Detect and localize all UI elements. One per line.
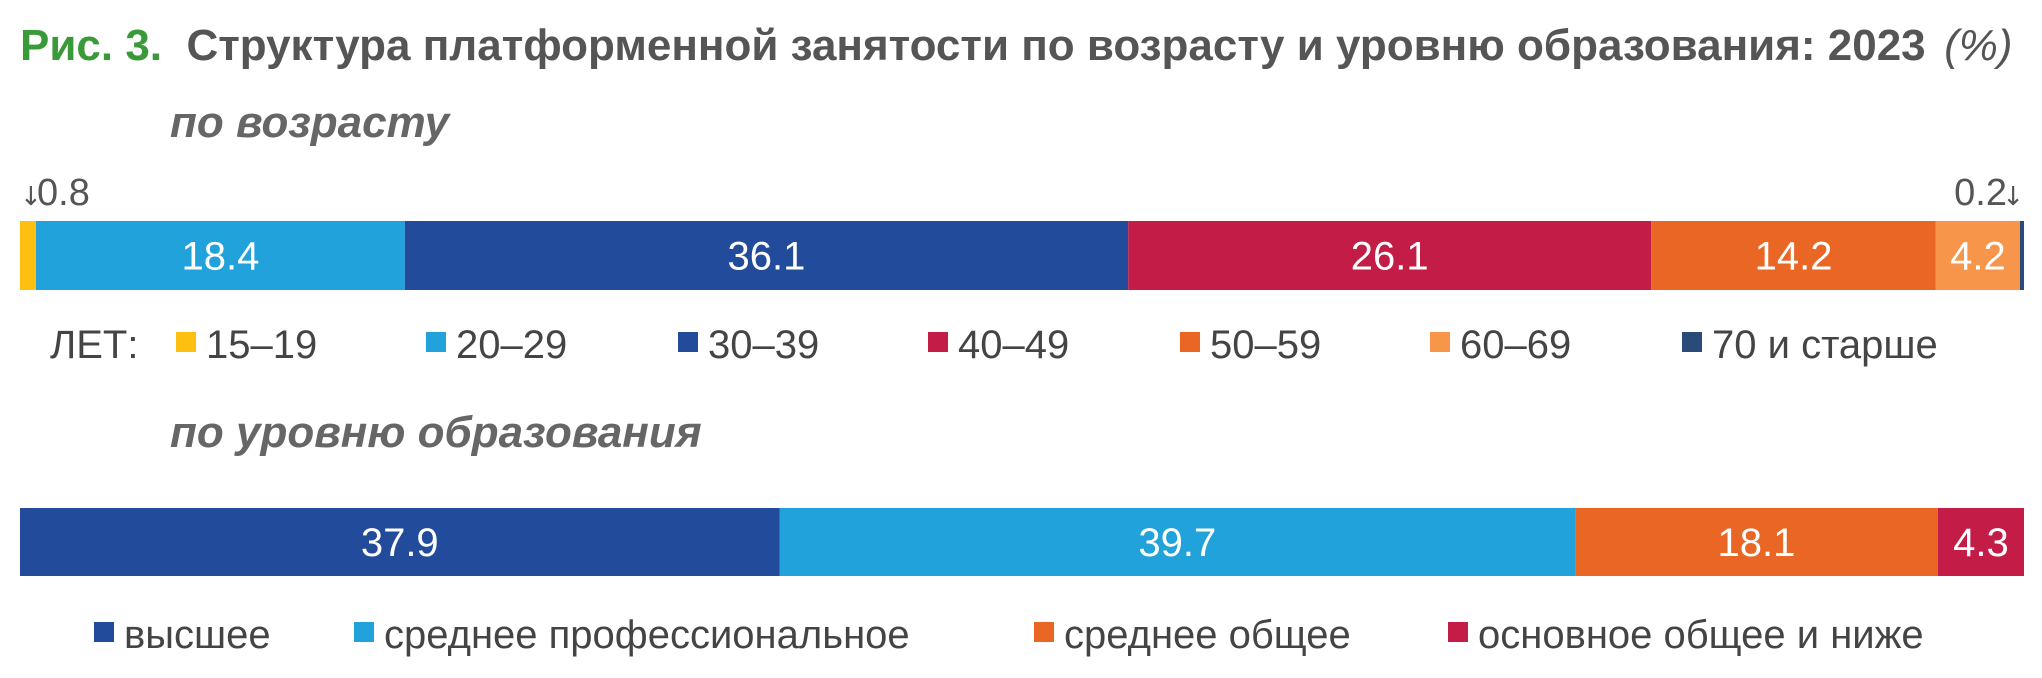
bar-value-label-0-4: 14.2 [1755,235,1833,279]
bar-segment-0-4 [1651,221,1936,290]
bar-segment-0-6 [2019,221,2024,290]
legend-label-1-2: среднее общее [1064,613,1351,657]
bar-segment-0-1 [36,221,405,290]
education-chart-title: по уровню образования [170,408,702,457]
legend-label-1-0: высшее [124,613,271,657]
legend-swatch-0-1 [426,332,446,352]
bar-segment-1-2 [1575,508,1938,576]
legend-label-0-4: 50–59 [1210,323,1321,367]
legend-label-0-1: 20–29 [456,323,567,367]
legend-swatch-0-5 [1430,332,1450,352]
legend-swatch-1-0 [94,622,114,642]
callout-label-0-1: 0.2 [1954,172,2007,214]
bar-value-label-0-1: 18.4 [181,235,259,279]
legend-label-0-5: 60–69 [1460,323,1571,367]
legend-label-1-1: среднее профессиональное [384,613,910,657]
bar-value-label-1-1: 39.7 [1138,521,1216,565]
legend-label-0-3: 40–49 [958,323,1069,367]
legend-swatch-0-6 [1682,332,1702,352]
legend-swatch-1-3 [1448,622,1468,642]
legend-label-0-0: 15–19 [206,323,317,367]
legend-swatch-0-3 [928,332,948,352]
bar-value-label-1-3: 4.3 [1953,521,2009,565]
bar-segment-0-0 [20,221,37,290]
legend-label-0-6: 70 и старше [1712,323,1938,367]
bar-value-label-1-0: 37.9 [361,521,439,565]
age-chart-title: по возрасту [170,98,452,147]
legend-swatch-1-2 [1034,622,1054,642]
legend-prefix: ЛЕТ: [50,323,138,367]
legend-swatch-0-0 [176,332,196,352]
bar-segment-1-0 [20,508,780,576]
legend-swatch-0-4 [1180,332,1200,352]
legend-label-0-2: 30–39 [708,323,819,367]
figure-unit: (%) [1944,21,2012,70]
bar-segment-1-3 [1937,508,2024,576]
figure-title-line: Рис. 3. Структура платформенной занятост… [20,21,2013,70]
legend-swatch-0-2 [678,332,698,352]
bar-value-label-0-3: 26.1 [1351,235,1429,279]
callout-arrow-icon: ↓ [2002,182,2024,212]
bar-value-label-0-5: 4.2 [1950,235,2006,279]
callout-arrow-icon: ↓ [20,182,42,212]
age-chart: по возрасту 18.4 36.1 26.1 14.2 4.2↓0.8 ↓0.2Л… [20,98,2024,367]
bar-value-label-1-2: 18.1 [1718,521,1796,565]
bar-segment-0-3 [1128,221,1652,290]
figure-title: Структура платформенной занятости по воз… [186,21,1925,70]
education-chart: по уровню образования 37.9 39.7 18.1 4.3 выс… [20,408,2024,657]
legend-label-1-3: основное общее и ниже [1478,613,1924,657]
legend-swatch-1-1 [354,622,374,642]
bar-segment-0-5 [1935,221,2020,290]
figure-number: Рис. 3. [20,21,162,70]
bar-segment-0-2 [404,221,1129,290]
bar-segment-1-1 [779,508,1576,576]
bar-value-label-0-2: 36.1 [728,235,806,279]
callout-label-0-0: 0.8 [37,172,90,214]
